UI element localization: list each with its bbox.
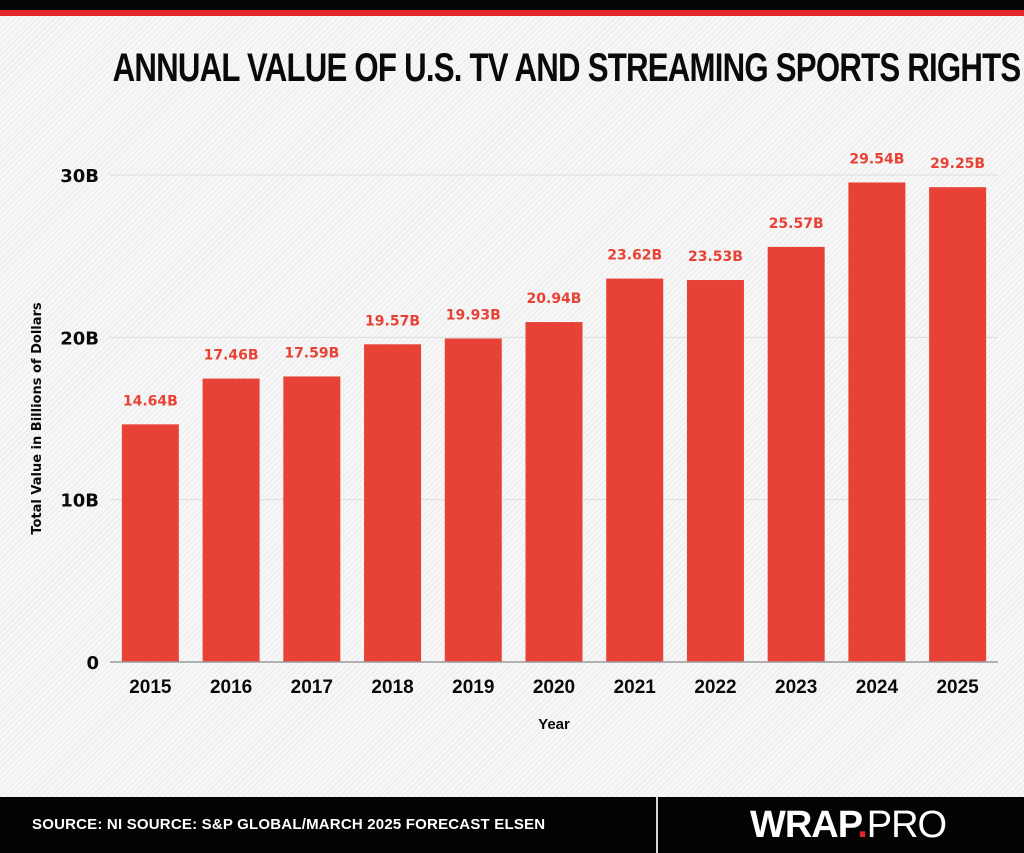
bar: [525, 322, 583, 662]
top-band-black: [0, 0, 1024, 10]
x-tick-label: 2025: [936, 677, 979, 698]
bars: [121, 182, 987, 663]
bar: [364, 344, 422, 662]
source-note: SOURCE: NI SOURCE: S&P GLOBAL/MARCH 2025…: [32, 816, 546, 833]
data-label: 19.57B: [365, 313, 420, 329]
bar: [202, 378, 260, 662]
bar-chart: 0 10B 20B 30B 14.64B 17.46B 17.59B 19.57B 19.93…: [30, 151, 998, 733]
bar: [767, 246, 825, 662]
bar: [121, 424, 179, 662]
data-label: 29.25B: [930, 156, 985, 172]
footer: SOURCE: NI SOURCE: S&P GLOBAL/MARCH 2025…: [0, 797, 1024, 853]
data-labels: 14.64B 17.46B 17.59B 19.57B 19.93B 20.94B 23.6…: [123, 151, 985, 409]
x-tick-label: 2024: [856, 677, 899, 698]
x-tick-label: 2016: [210, 677, 252, 698]
x-axis-ticks: 2015 2016 2017 2018 2019 2020 2021 2022 2023 2024…: [129, 677, 979, 698]
y-tick-label: 0: [86, 653, 99, 674]
bar: [686, 280, 744, 662]
x-tick-label: 2023: [775, 677, 817, 698]
data-label: 23.62B: [607, 248, 662, 264]
x-tick-label: 2021: [614, 677, 657, 698]
data-label: 20.94B: [527, 291, 582, 307]
chart-title: ANNUAL VALUE OF U.S. TV AND STREAMING SP…: [112, 46, 1022, 90]
bar: [283, 376, 341, 662]
bar: [606, 278, 664, 662]
y-tick-label: 20B: [60, 328, 99, 349]
x-tick-label: 2020: [533, 677, 575, 698]
data-label: 17.46B: [204, 348, 259, 364]
logo-wrap-text: WRAP: [750, 804, 858, 846]
x-axis-label: Year: [538, 716, 570, 733]
data-label: 25.57B: [769, 216, 824, 232]
logo-pro-text: PRO: [866, 804, 947, 846]
y-axis-ticks: 0 10B 20B 30B: [60, 166, 99, 674]
wrap-pro-logo: WRAP.PRO: [750, 804, 947, 846]
x-tick-label: 2018: [371, 677, 413, 698]
data-label: 23.53B: [688, 249, 743, 265]
x-tick-label: 2019: [452, 677, 494, 698]
data-label: 14.64B: [123, 393, 178, 409]
y-tick-label: 30B: [60, 166, 99, 187]
x-tick-label: 2017: [291, 677, 333, 698]
footer-divider: [656, 797, 658, 853]
x-tick-label: 2022: [694, 677, 736, 698]
data-label: 29.54B: [849, 151, 904, 167]
bar: [929, 187, 987, 663]
y-axis-label: Total Value in Billions of Dollars: [30, 302, 45, 535]
bar: [848, 182, 906, 662]
data-label: 17.59B: [284, 345, 339, 361]
logo-dot: .: [857, 804, 868, 846]
bar: [444, 338, 502, 662]
y-tick-label: 10B: [60, 491, 99, 512]
x-tick-label: 2015: [129, 677, 172, 698]
top-band-red: [0, 10, 1024, 16]
data-label: 19.93B: [446, 307, 501, 323]
